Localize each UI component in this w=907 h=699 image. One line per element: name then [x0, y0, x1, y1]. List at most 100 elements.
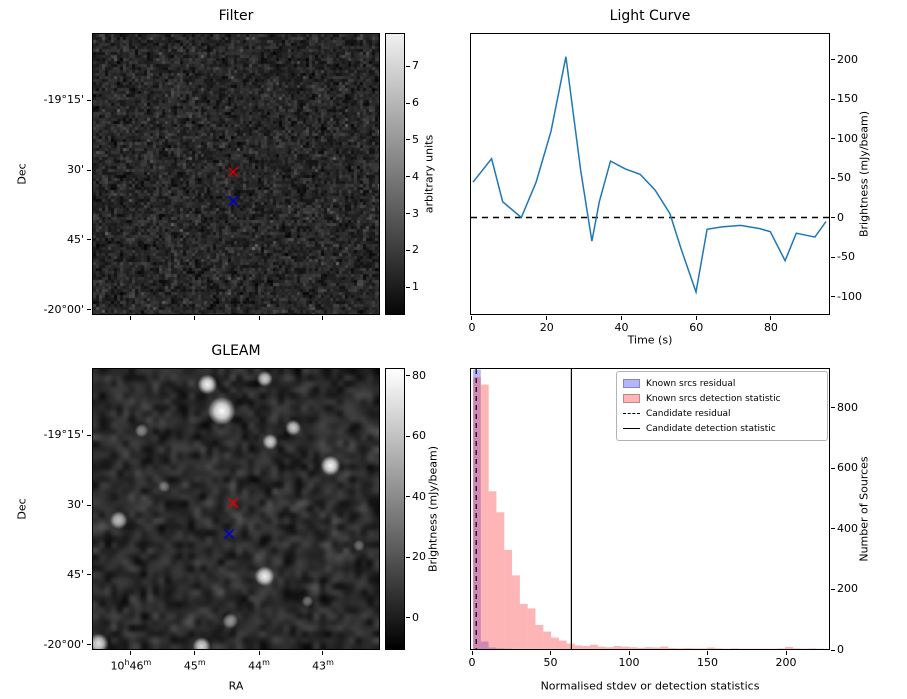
x-tick — [550, 651, 552, 655]
dashed-line-swatch — [623, 413, 640, 414]
y-tick — [87, 644, 91, 646]
legend-label: Candidate residual — [646, 408, 731, 419]
colorbar-tick-label: 5 — [412, 132, 419, 146]
hist-bar — [715, 648, 723, 649]
hist-bar — [480, 641, 489, 649]
y-tick-label: 100 — [837, 131, 858, 145]
x-tick-label: 43m — [312, 658, 334, 673]
colorbar-tick-label: 0 — [412, 610, 419, 624]
legend-item: Known srcs residual — [623, 376, 821, 391]
filter-colorbar-label: arbitrary units — [422, 134, 436, 214]
x-tick-label: 50 — [543, 656, 558, 669]
colorbar-tick-label: 6 — [412, 96, 419, 110]
y-tick — [831, 217, 835, 219]
y-tick-label: 30' — [66, 498, 84, 512]
hist-bar — [613, 646, 622, 649]
x-tick-label: 200 — [775, 656, 797, 669]
hist-bar — [582, 646, 591, 649]
y-tick-label: -19°15' — [43, 428, 85, 442]
x-tick — [471, 316, 473, 320]
colorbar-tick — [406, 617, 410, 619]
x-tick-label: 100 — [618, 656, 640, 669]
hist-bar — [605, 647, 614, 649]
histogram-xlabel: Normalised stdev or detection statistics — [540, 679, 760, 693]
x-tick — [620, 316, 622, 320]
x-tick-label: 45m — [183, 658, 206, 673]
hist-bar — [590, 644, 598, 649]
light-curve-plot — [471, 56, 829, 295]
gleam-xlabel: RA — [228, 679, 244, 693]
y-tick — [87, 574, 91, 576]
y-tick-label: 30' — [66, 163, 84, 177]
y-tick-label: -19°15' — [43, 93, 85, 107]
y-tick-label: 800 — [837, 400, 858, 414]
histogram-plot — [473, 369, 825, 649]
hist-bar — [504, 549, 513, 649]
colorbar-tick — [406, 176, 410, 178]
legend-item: Candidate residual — [623, 406, 821, 421]
hist-bar — [629, 647, 637, 649]
hist-bar — [699, 648, 708, 649]
filter-colorbar — [385, 33, 405, 315]
y-tick — [831, 177, 835, 179]
y-tick-label: 400 — [837, 521, 858, 535]
hist-bar — [676, 648, 684, 649]
hist-bar — [597, 646, 606, 649]
x-tick-label: 44m — [248, 658, 270, 673]
hist-bar — [527, 608, 536, 649]
hist-bar — [558, 640, 567, 649]
y-tick-label: 45' — [66, 232, 84, 246]
gleam-image-panel — [92, 368, 380, 650]
y-tick — [87, 99, 91, 101]
x-tick-label: 80 — [763, 321, 778, 334]
gleam-title: GLEAM — [211, 343, 261, 359]
y-tick — [87, 504, 91, 506]
x-tick-label: 0 — [468, 321, 476, 334]
solid-line-swatch — [623, 428, 640, 429]
x-tick-label: 0 — [468, 656, 476, 669]
hist-bar — [730, 648, 739, 649]
filter-image — [93, 34, 379, 314]
x-tick — [471, 651, 473, 655]
light-curve-line — [472, 56, 827, 295]
x-tick — [130, 651, 132, 655]
gleam-ylabel: Dec — [15, 498, 29, 520]
light-curve-ylabel: Brightness (mJy/beam) — [857, 110, 871, 238]
y-tick-label: 50 — [837, 171, 851, 185]
legend-item: Known srcs detection statistic — [623, 391, 821, 406]
hist-bar — [496, 512, 505, 649]
x-tick — [130, 316, 132, 320]
x-tick — [194, 651, 196, 655]
x-tick — [194, 316, 196, 320]
colorbar-tick-label: 20 — [412, 550, 426, 564]
hist-bar — [543, 631, 552, 649]
gleam-image — [93, 369, 379, 649]
y-tick-label: 200 — [837, 582, 858, 596]
hist-bar — [691, 648, 700, 649]
filter-ylabel: Dec — [15, 163, 29, 185]
colorbar-tick-label: 3 — [412, 206, 419, 220]
light-curve-xlabel: Time (s) — [627, 333, 673, 347]
y-tick — [831, 467, 835, 469]
x-tick — [546, 316, 548, 320]
colorbar-tick — [406, 375, 410, 377]
x-tick — [322, 651, 324, 655]
colorbar-tick — [406, 139, 410, 141]
light-curve-title: Light Curve — [609, 8, 691, 24]
hist-bar — [707, 647, 716, 649]
hist-bar — [480, 384, 489, 649]
colorbar-tick — [406, 213, 410, 215]
colorbar-tick-label: 60 — [412, 429, 426, 443]
colorbar-tick-label: 7 — [412, 59, 419, 73]
y-tick-label: -20°00' — [43, 302, 85, 316]
x-tick-label: 60 — [689, 321, 704, 334]
y-tick — [831, 59, 835, 61]
hist-bar — [808, 648, 817, 649]
histogram-legend: Known srcs residual Known srcs detection… — [616, 371, 828, 441]
y-tick — [87, 169, 91, 171]
colorbar-tick — [406, 496, 410, 498]
y-tick-label: -20°00' — [43, 637, 85, 651]
y-tick — [831, 256, 835, 258]
blue-patch-swatch — [623, 379, 640, 388]
light-curve-panel — [470, 33, 830, 315]
